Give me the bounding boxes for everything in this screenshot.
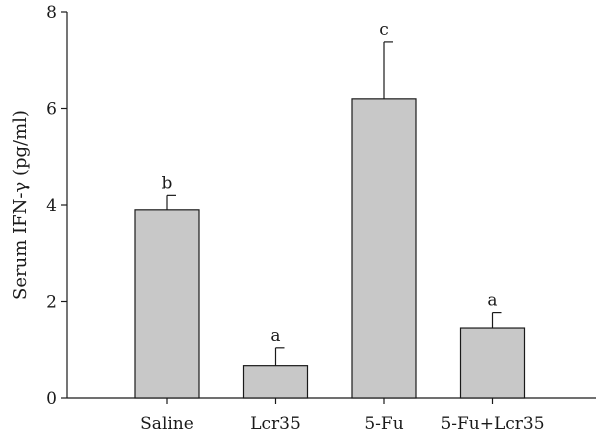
significance-label: a	[487, 291, 497, 311]
bars: b a c a	[134, 20, 526, 399]
y-tick-label: 4	[46, 196, 57, 216]
significance-label: a	[270, 326, 280, 346]
bar-saline	[134, 209, 200, 399]
y-axis-title: Serum IFN-γ (pg/ml)	[10, 110, 31, 300]
y-tick-label: 6	[46, 100, 57, 120]
x-tick-label: Lcr35	[250, 414, 301, 434]
y-axis: 0 2 4 6 8	[46, 3, 68, 409]
x-tick-label: 5-Fu	[364, 414, 403, 434]
bar-lcr35	[242, 365, 309, 399]
significance-label: c	[379, 20, 389, 40]
y-tick-label: 8	[46, 3, 57, 23]
y-tick-label: 0	[46, 389, 57, 409]
x-tick-label: Saline	[140, 414, 194, 434]
y-tick-label: 2	[46, 293, 57, 313]
significance-label: b	[162, 173, 173, 193]
x-axis: Saline Lcr35 5-Fu 5-Fu+Lcr35	[67, 397, 596, 434]
x-tick-label: 5-Fu+Lcr35	[440, 414, 544, 434]
bar-5-fu-lcr35	[459, 327, 526, 399]
bar-5-fu	[351, 98, 417, 399]
